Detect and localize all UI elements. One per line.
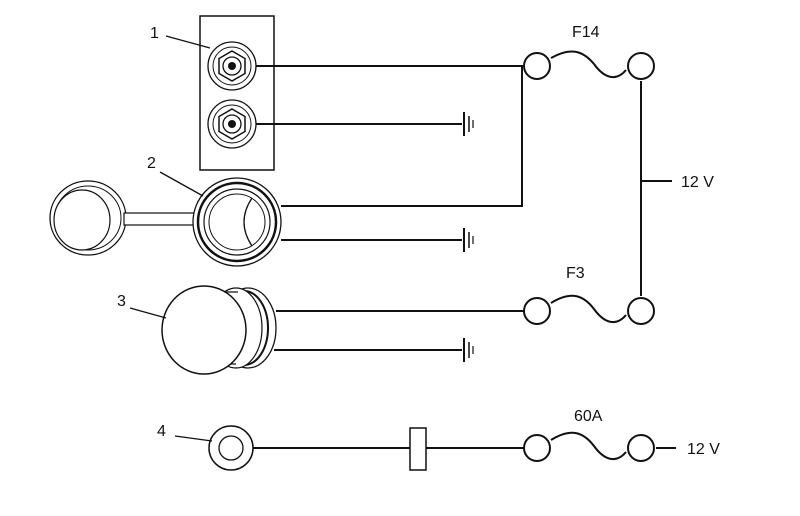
wires: [253, 65, 676, 449]
inline-connector: [409, 427, 427, 471]
callout-2: 2: [147, 155, 156, 172]
ground-symbol-2: [463, 228, 474, 252]
ground-symbol-1: [463, 112, 474, 136]
callout-3: 3: [117, 293, 126, 310]
terminal-post-bottom: [207, 99, 257, 149]
ground-symbol-3: [463, 338, 474, 362]
power-socket: [49, 177, 282, 267]
callout-1: 1: [150, 25, 159, 42]
ring-terminal: [208, 425, 254, 471]
callout-4: 4: [157, 423, 166, 440]
cigar-lighter: [161, 285, 277, 375]
supply-label-lower: 12 V: [687, 441, 720, 458]
fuse-f14: [523, 50, 655, 80]
supply-label-upper: 12 V: [681, 174, 714, 191]
fuse-f14-label: F14: [572, 24, 600, 41]
terminal-block: [199, 15, 275, 171]
terminal-post-top: [207, 41, 257, 91]
fuse-f3-label: F3: [566, 265, 585, 282]
fuse-60a-label: 60A: [574, 408, 603, 425]
fuse-60a: [523, 431, 655, 462]
fuse-f3: [523, 294, 655, 325]
callout-leaders: [129, 35, 213, 442]
